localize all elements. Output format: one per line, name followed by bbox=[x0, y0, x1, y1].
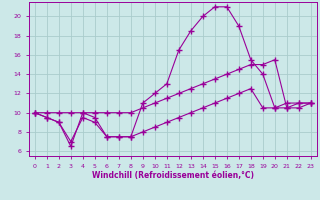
X-axis label: Windchill (Refroidissement éolien,°C): Windchill (Refroidissement éolien,°C) bbox=[92, 171, 254, 180]
